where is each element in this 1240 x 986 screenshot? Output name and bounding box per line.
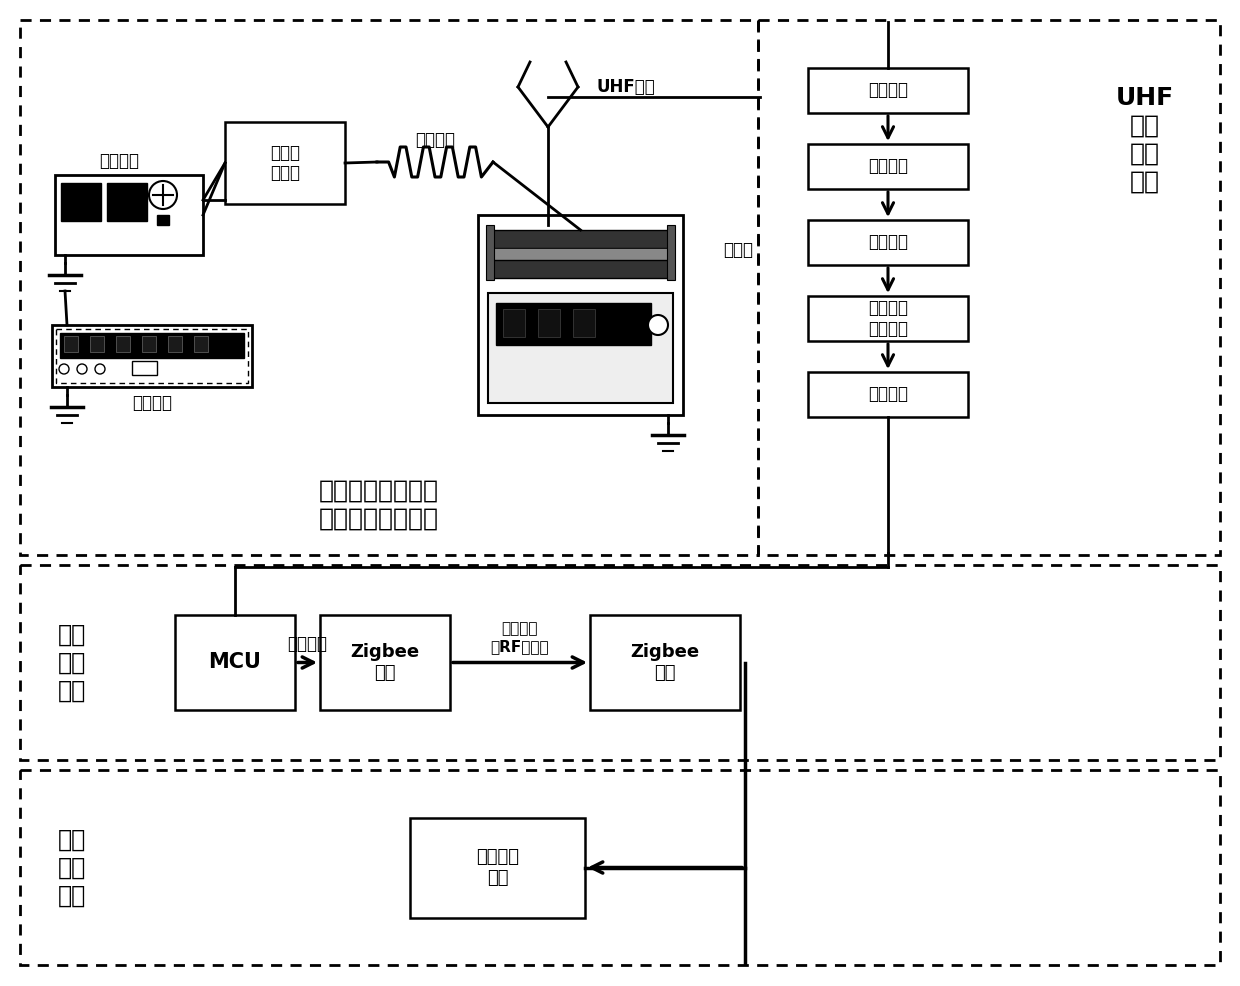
Bar [193, 336, 208, 352]
Text: 稳压电路: 稳压电路 [868, 386, 908, 403]
Bar [494, 260, 668, 278]
Bar [808, 296, 968, 341]
Bar [91, 336, 104, 352]
Bar [808, 372, 968, 417]
Text: 电压反馈
放大电路: 电压反馈 放大电路 [868, 299, 908, 338]
Circle shape [649, 315, 668, 335]
Bar [117, 336, 130, 352]
Circle shape [60, 364, 69, 374]
Bar [143, 336, 156, 352]
Bar [667, 225, 675, 280]
Text: 无线传输
（RF天线）: 无线传输 （RF天线） [491, 621, 549, 654]
Text: 稳压电路: 稳压电路 [868, 82, 908, 100]
Bar [175, 615, 295, 710]
Bar [808, 68, 968, 113]
Circle shape [77, 364, 87, 374]
Bar [503, 309, 525, 337]
Circle shape [95, 364, 105, 374]
Bar [808, 144, 968, 189]
Bar [52, 325, 252, 387]
Bar [60, 333, 244, 358]
Text: UHF天线: UHF天线 [596, 78, 655, 96]
Text: Zigbee
发送: Zigbee 发送 [351, 643, 419, 682]
Bar [410, 817, 585, 918]
Bar [489, 293, 673, 403]
Bar [167, 336, 182, 352]
Bar [538, 309, 560, 337]
Bar [494, 230, 668, 248]
Bar [808, 220, 968, 265]
Text: 检波电路: 检波电路 [868, 234, 908, 251]
Bar [486, 225, 494, 280]
Bar [107, 183, 148, 221]
Bar [131, 361, 157, 375]
Bar [590, 615, 740, 710]
Bar [477, 215, 683, 415]
Bar [573, 309, 595, 337]
Text: MCU: MCU [208, 653, 262, 672]
Text: 限流电阻: 限流电阻 [415, 131, 455, 149]
Bar [320, 615, 450, 710]
Bar [224, 122, 345, 204]
Text: 油浸纸: 油浸纸 [723, 241, 753, 259]
Text: 直流电源: 直流电源 [99, 152, 139, 170]
Bar [64, 336, 78, 352]
Text: Zigbee
接收: Zigbee 接收 [630, 643, 699, 682]
Text: 串口通信: 串口通信 [288, 636, 327, 654]
Text: 主机显示
单元: 主机显示 单元 [476, 848, 520, 886]
Text: 放大电路: 放大电路 [868, 158, 908, 176]
Text: 信号
传输
单元: 信号 传输 单元 [58, 623, 86, 702]
Text: 主机
显示
单元: 主机 显示 单元 [58, 827, 86, 907]
Bar [157, 215, 169, 225]
Text: UHF
信号
采集
单元: UHF 信号 采集 单元 [1116, 87, 1174, 193]
Bar [496, 303, 651, 345]
Bar [55, 175, 203, 255]
Text: 复合电场耦合油纸
绝缘局部放电单元: 复合电场耦合油纸 绝缘局部放电单元 [319, 479, 439, 530]
Text: 脉冲电源: 脉冲电源 [131, 394, 172, 412]
Circle shape [149, 181, 177, 209]
Bar [61, 183, 100, 221]
Bar [494, 248, 668, 260]
Text: 电压分
配组件: 电压分 配组件 [270, 144, 300, 182]
